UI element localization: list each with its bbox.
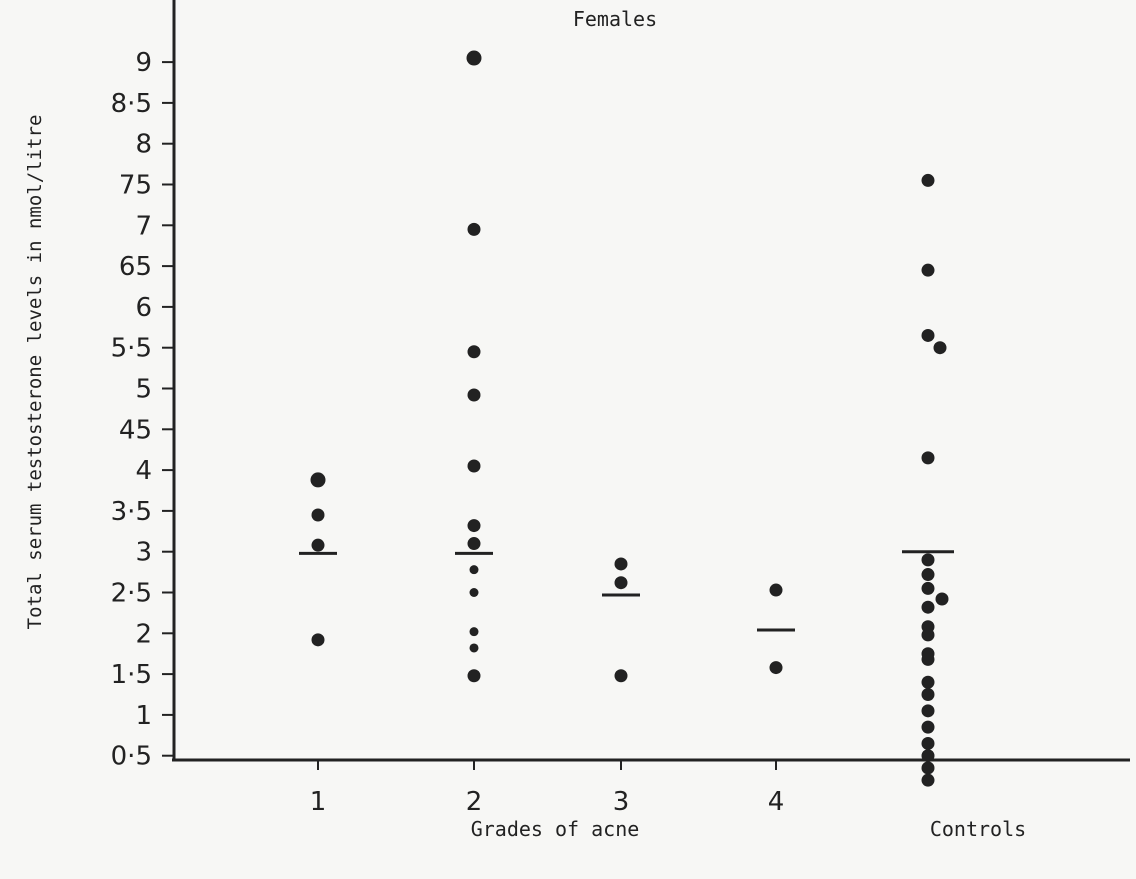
y-tick-label: 2 (135, 619, 152, 649)
y-tick-label: 3 (135, 538, 152, 568)
data-point (769, 583, 783, 597)
data-point (467, 669, 481, 683)
y-tick-label: 3·5 (111, 497, 152, 527)
x-tick-label: 2 (466, 787, 483, 817)
data-point (614, 669, 628, 683)
data-point (311, 538, 325, 552)
data-point (921, 749, 935, 763)
controls-label: Controls (930, 817, 1026, 841)
x-tick-label: 4 (768, 787, 785, 817)
data-point (921, 736, 935, 750)
data-point (921, 328, 935, 342)
y-tick-label: 5 (135, 375, 152, 405)
data-point (614, 576, 628, 590)
data-points (310, 50, 949, 787)
data-point (921, 600, 935, 614)
data-point (921, 773, 935, 787)
data-point (921, 720, 935, 734)
x-tick-label: 3 (613, 787, 630, 817)
data-point (921, 652, 935, 666)
mean-lines (299, 550, 954, 632)
data-point (469, 565, 479, 575)
data-point (921, 761, 935, 775)
y-tick-label: 75 (119, 171, 152, 201)
y-tick-label: 1·5 (111, 660, 152, 690)
data-point (467, 537, 481, 551)
data-point (469, 627, 479, 637)
data-point (921, 263, 935, 277)
x-tick-label: 1 (310, 787, 327, 817)
data-point (935, 592, 949, 606)
y-tick-group: 0·5 1 1·5 2 2·5 3 3·5 4 45 5 5·5 6 65 7 75 8 8·5 9 (111, 48, 174, 772)
data-point (921, 704, 935, 718)
data-point (921, 581, 935, 595)
data-point (921, 568, 935, 582)
y-tick-label: 9 (135, 48, 152, 78)
chart-title: Females (573, 7, 657, 31)
y-tick-label: 8·5 (111, 89, 152, 119)
data-point (311, 633, 325, 647)
data-point (467, 345, 481, 359)
data-point (921, 451, 935, 465)
y-tick-label: 6 (135, 293, 152, 323)
y-tick-label: 8 (135, 130, 152, 160)
y-tick-label: 7 (135, 211, 152, 241)
data-point (467, 519, 481, 533)
data-point (467, 459, 481, 473)
x-axis-label: Grades of acne (471, 817, 640, 841)
data-point (921, 553, 935, 567)
data-point (469, 643, 479, 653)
y-axis-label: Total serum testosterone levels in nmol/… (24, 115, 46, 630)
x-tick-group: 1 2 3 4 (310, 760, 929, 817)
y-tick-label: 4 (135, 456, 152, 486)
y-tick-label: 2·5 (111, 579, 152, 609)
y-tick-label: 45 (119, 415, 152, 445)
data-point (933, 341, 947, 355)
y-tick-label: 5·5 (111, 334, 152, 364)
data-point (466, 50, 482, 66)
data-point (921, 675, 935, 689)
data-point (467, 222, 481, 236)
data-point (469, 588, 479, 597)
data-point (921, 628, 935, 642)
y-tick-label: 65 (119, 252, 152, 282)
data-point (921, 173, 935, 187)
data-point (467, 388, 481, 402)
data-point (614, 557, 628, 571)
y-tick-label: 0·5 (111, 742, 152, 772)
data-point (921, 688, 935, 701)
y-tick-label: 1 (135, 701, 152, 731)
data-point (769, 661, 783, 675)
data-point (311, 508, 325, 522)
data-point (310, 472, 326, 488)
